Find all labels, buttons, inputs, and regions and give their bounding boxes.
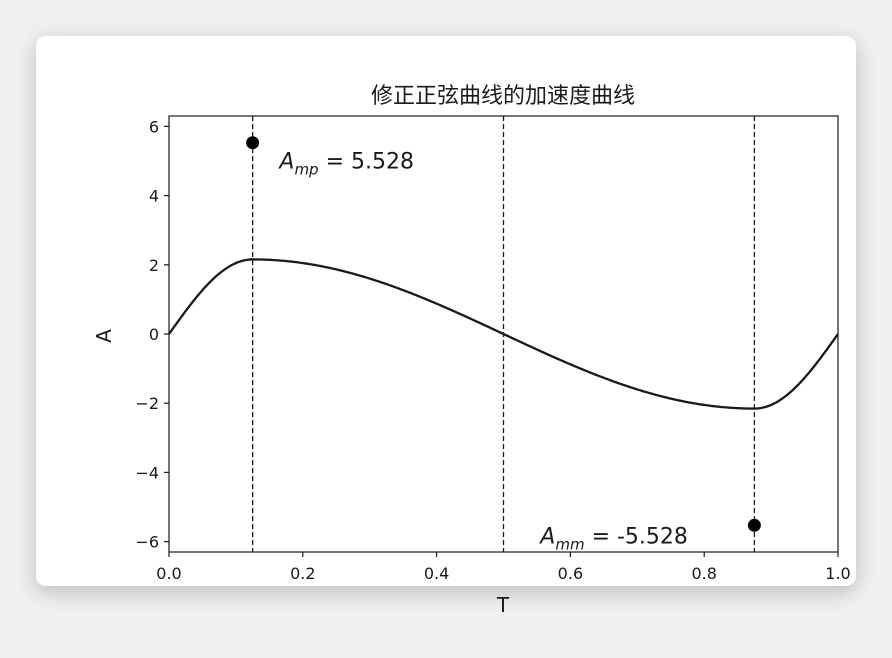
x-tick-label: 0.6 — [558, 564, 583, 583]
acceleration-curve — [168, 258, 839, 410]
x-tick-label: 0.4 — [424, 564, 449, 583]
y-tick-label: 6 — [149, 117, 159, 136]
x-axis-label: T — [496, 593, 510, 617]
x-tick-label: 0.2 — [290, 564, 315, 583]
chart-card: 修正正弦曲线的加速度曲线 0.0 0.2 0.4 0.6 0.8 1.0 6 4 2 0 −2 −4 −… — [36, 36, 856, 617]
y-axis-label: A — [92, 329, 116, 343]
y-tick-label: −2 — [135, 394, 159, 413]
chart-svg: 修正正弦曲线的加速度曲线 0.0 0.2 0.4 0.6 0.8 1.0 6 4 2 0 −2 −4 −… — [92, 84, 851, 617]
x-tick-label: 0.8 — [691, 564, 716, 583]
y-tick-label: 4 — [149, 187, 159, 206]
extremum-point — [747, 518, 761, 532]
y-tick-label: −6 — [135, 533, 159, 552]
annotation-label: Amm = -5.528 — [538, 524, 688, 553]
plot-area: 0.0 0.2 0.4 0.6 0.8 1.0 6 4 2 0 −2 −4 −6 Amp = 5.528 A… — [135, 115, 851, 583]
chart-title: 修正正弦曲线的加速度曲线 — [371, 84, 635, 109]
x-tick-label: 1.0 — [825, 564, 850, 583]
extremum-point — [246, 136, 260, 150]
x-tick-label: 0.0 — [156, 564, 181, 583]
y-tick-label: 0 — [149, 325, 159, 344]
y-tick-label: 2 — [149, 256, 159, 275]
annotation-label: Amp = 5.528 — [277, 150, 414, 179]
y-tick-label: −4 — [135, 463, 159, 482]
